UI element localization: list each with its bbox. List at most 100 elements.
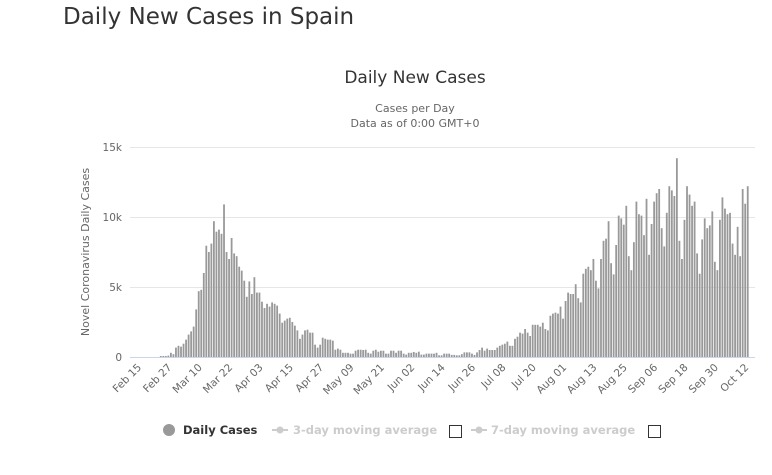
bar-daily-cases[interactable] <box>430 353 433 357</box>
bar-daily-cases[interactable] <box>164 356 167 357</box>
bar-daily-cases[interactable] <box>471 353 473 357</box>
bar-daily-cases[interactable] <box>428 353 430 357</box>
bar-daily-cases[interactable] <box>233 253 236 357</box>
bar-daily-cases[interactable] <box>698 273 701 357</box>
bar-daily-cases[interactable] <box>329 339 332 357</box>
bar-daily-cases[interactable] <box>643 235 645 357</box>
bar-daily-cases[interactable] <box>405 354 408 357</box>
bar-daily-cases[interactable] <box>688 194 691 357</box>
bar-daily-cases[interactable] <box>605 238 607 357</box>
bar-daily-cases[interactable] <box>658 189 661 357</box>
bar-daily-cases[interactable] <box>190 331 193 357</box>
bar-daily-cases[interactable] <box>281 322 284 357</box>
bar-daily-cases[interactable] <box>377 351 380 357</box>
bar-daily-cases[interactable] <box>273 303 276 357</box>
bar-daily-cases[interactable] <box>734 254 736 357</box>
bar-daily-cases[interactable] <box>301 334 304 357</box>
bar-daily-cases[interactable] <box>597 288 600 357</box>
bar-daily-cases[interactable] <box>574 284 577 357</box>
bar-daily-cases[interactable] <box>678 240 681 357</box>
bar-daily-cases[interactable] <box>615 245 618 357</box>
bar-daily-cases[interactable] <box>296 330 299 357</box>
bar-daily-cases[interactable] <box>612 274 615 357</box>
bar-daily-cases[interactable] <box>223 204 225 357</box>
bar-daily-cases[interactable] <box>235 256 238 357</box>
bar-daily-cases[interactable] <box>463 352 466 357</box>
bar-daily-cases[interactable] <box>316 347 319 357</box>
bar-daily-cases[interactable] <box>719 219 721 357</box>
bar-daily-cases[interactable] <box>640 215 643 357</box>
bar-daily-cases[interactable] <box>228 259 230 357</box>
bar-daily-cases[interactable] <box>511 345 514 357</box>
bar-daily-cases[interactable] <box>354 350 357 357</box>
bar-daily-cases[interactable] <box>286 318 289 357</box>
bar-daily-cases[interactable] <box>159 356 162 357</box>
bar-daily-cases[interactable] <box>569 294 572 357</box>
bar-daily-cases[interactable] <box>524 329 526 357</box>
bar-daily-cases[interactable] <box>339 349 342 357</box>
bar-daily-cases[interactable] <box>342 352 344 357</box>
bar-daily-cases[interactable] <box>334 349 337 357</box>
bar-daily-cases[interactable] <box>526 332 529 357</box>
bar-daily-cases[interactable] <box>205 245 208 357</box>
bar-daily-cases[interactable] <box>716 270 719 357</box>
bar-daily-cases[interactable] <box>433 353 435 357</box>
bar-daily-cases[interactable] <box>665 212 668 357</box>
bar-daily-cases[interactable] <box>653 201 656 357</box>
bar-daily-cases[interactable] <box>326 339 329 357</box>
bar-daily-cases[interactable] <box>729 212 731 357</box>
bar-daily-cases[interactable] <box>185 339 187 357</box>
bar-daily-cases[interactable] <box>539 326 542 357</box>
bar-daily-cases[interactable] <box>534 324 537 357</box>
bar-daily-cases[interactable] <box>552 313 554 357</box>
bar-daily-cases[interactable] <box>582 273 585 357</box>
bar-daily-cases[interactable] <box>258 292 261 357</box>
bar-daily-cases[interactable] <box>506 341 509 357</box>
bar-daily-cases[interactable] <box>731 243 734 357</box>
bar-daily-cases[interactable] <box>450 354 453 357</box>
bar-daily-cases[interactable] <box>245 296 248 357</box>
bar-daily-cases[interactable] <box>683 219 686 357</box>
bar-daily-cases[interactable] <box>390 350 392 357</box>
bar-daily-cases[interactable] <box>455 355 458 357</box>
bar-daily-cases[interactable] <box>440 355 443 357</box>
bar-daily-cases[interactable] <box>382 350 385 357</box>
legend-item-daily-cases[interactable]: Daily Cases <box>163 423 258 437</box>
bar-daily-cases[interactable] <box>407 352 410 357</box>
bar-daily-cases[interactable] <box>175 347 177 357</box>
bar-daily-cases[interactable] <box>708 225 711 357</box>
bar-daily-cases[interactable] <box>167 355 170 357</box>
bar-daily-cases[interactable] <box>385 353 387 357</box>
bar-daily-cases[interactable] <box>488 350 491 357</box>
bar-daily-cases[interactable] <box>293 325 296 357</box>
bar-daily-cases[interactable] <box>638 214 640 357</box>
bar-daily-cases[interactable] <box>215 231 218 357</box>
bar-daily-cases[interactable] <box>336 348 339 357</box>
bar-daily-cases[interactable] <box>271 302 273 357</box>
bar-daily-cases[interactable] <box>736 226 739 357</box>
bar-daily-cases[interactable] <box>503 343 506 357</box>
bar-daily-cases[interactable] <box>670 190 673 357</box>
bar-daily-cases[interactable] <box>703 218 706 357</box>
bar-daily-cases[interactable] <box>283 320 286 357</box>
bar-daily-cases[interactable] <box>374 349 377 357</box>
bar-daily-cases[interactable] <box>172 354 175 357</box>
bar-daily-cases[interactable] <box>693 201 696 357</box>
bar-daily-cases[interactable] <box>741 189 744 357</box>
bar-daily-cases[interactable] <box>344 352 347 357</box>
bar-daily-cases[interactable] <box>630 270 633 357</box>
bar-daily-cases[interactable] <box>592 259 595 357</box>
bar-daily-cases[interactable] <box>498 345 501 357</box>
bar-daily-cases[interactable] <box>491 350 494 357</box>
bar-daily-cases[interactable] <box>359 349 362 357</box>
bar-daily-cases[interactable] <box>349 353 352 357</box>
bar-daily-cases[interactable] <box>496 347 499 357</box>
bar-daily-cases[interactable] <box>663 246 666 357</box>
bar-daily-cases[interactable] <box>195 309 198 357</box>
bar-daily-cases[interactable] <box>400 350 403 357</box>
bar-daily-cases[interactable] <box>483 350 486 357</box>
bar-daily-cases[interactable] <box>372 350 375 357</box>
bar-daily-cases[interactable] <box>696 253 699 357</box>
bar-daily-cases[interactable] <box>627 256 630 357</box>
bar-daily-cases[interactable] <box>420 354 423 357</box>
